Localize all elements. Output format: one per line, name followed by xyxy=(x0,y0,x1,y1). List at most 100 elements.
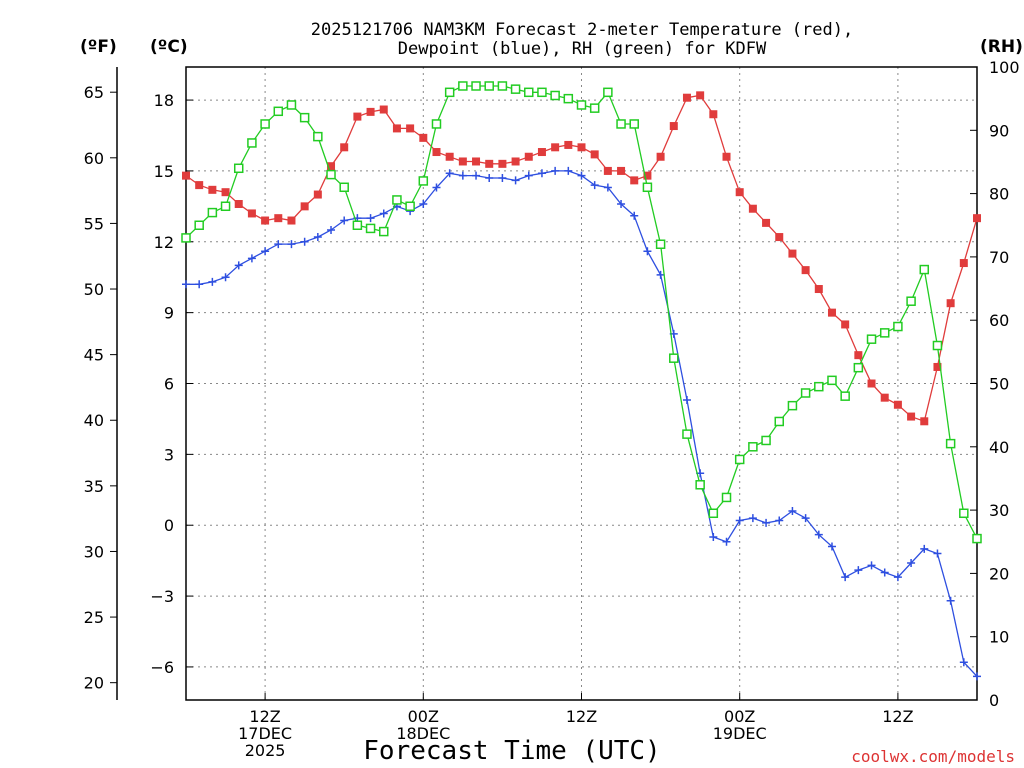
x-tick-label: 12Z xyxy=(882,707,913,726)
rh-point xyxy=(932,340,943,351)
rh-tick-label: 20 xyxy=(989,564,1009,583)
rh-tick-label: 30 xyxy=(989,501,1009,520)
dewpoint-point xyxy=(379,209,388,218)
rh-point xyxy=(220,201,231,212)
celsius-tick-label: 12 xyxy=(154,233,174,252)
rh-point xyxy=(642,182,653,193)
temperature-point xyxy=(643,171,652,180)
dewpoint-point xyxy=(327,225,336,234)
rh-point xyxy=(497,81,508,91)
dewpoint-point xyxy=(643,247,652,256)
rh-point xyxy=(906,296,916,306)
temperature-point xyxy=(880,393,889,402)
dewpoint-point xyxy=(445,169,454,178)
rh-tick-label: 40 xyxy=(989,438,1009,457)
chart-title-line1: 2025121706 NAM3KM Forecast 2-meter Tempe… xyxy=(311,20,853,40)
dewpoint-point xyxy=(841,573,850,582)
rh-tick-label: 60 xyxy=(989,311,1009,330)
x-tick-label: 00Z xyxy=(408,707,439,726)
temperature-point xyxy=(603,166,612,175)
dewpoint-point xyxy=(182,280,190,289)
rh-point xyxy=(233,163,244,174)
celsius-tick-label: 18 xyxy=(154,91,174,110)
rh-point xyxy=(418,176,429,186)
fahrenheit-tick-label: 65 xyxy=(84,83,104,102)
x-axis-label: Forecast Time (UTC) xyxy=(363,736,660,766)
dewpoint-line xyxy=(186,170,978,677)
rh-point xyxy=(853,362,864,373)
rh-point xyxy=(840,391,850,401)
fahrenheit-tick-label: 45 xyxy=(84,346,104,365)
temperature-point xyxy=(353,112,362,121)
temperature-point xyxy=(709,110,718,119)
rh-point xyxy=(181,233,191,243)
temperature-point xyxy=(524,152,533,161)
dewpoint-point xyxy=(524,171,533,180)
rh-tick-label: 100 xyxy=(989,58,1020,77)
fahrenheit-tick-label: 50 xyxy=(84,280,104,299)
temperature-point xyxy=(366,107,375,116)
rh-point xyxy=(405,201,415,212)
dewpoint-point xyxy=(195,280,204,289)
temperature-point xyxy=(893,400,902,409)
dewpoint-point xyxy=(801,514,810,523)
fahrenheit-tick-label: 25 xyxy=(84,608,104,627)
rh-tick-label: 80 xyxy=(989,185,1009,204)
temperature-point xyxy=(300,202,309,211)
dewpoint-point xyxy=(735,516,744,525)
rh-point xyxy=(484,81,494,91)
dewpoint-point xyxy=(762,518,771,527)
temperature-point xyxy=(234,199,243,208)
fahrenheit-tick-label: 35 xyxy=(84,477,104,496)
rh-point xyxy=(959,508,969,519)
rh-point xyxy=(708,508,719,519)
dewpoint-point xyxy=(854,566,863,575)
temperature-point xyxy=(959,259,968,268)
temperature-point xyxy=(907,412,916,421)
rh-point xyxy=(945,438,956,449)
celsius-tick-label: 3 xyxy=(164,445,174,464)
dewpoint-point xyxy=(590,181,599,190)
dewpoint-point xyxy=(722,537,731,546)
temperature-point xyxy=(327,162,336,171)
dewpoint-point xyxy=(234,261,243,270)
x-tick-label: 00Z xyxy=(724,707,755,726)
temperature-point xyxy=(340,143,349,152)
temperature-point xyxy=(735,188,744,197)
rh-point xyxy=(616,119,626,129)
rh-point xyxy=(814,381,824,392)
rh-tick-label: 10 xyxy=(989,628,1009,647)
dewpoint-point xyxy=(485,174,494,183)
rh-point xyxy=(576,100,587,110)
dewpoint-point xyxy=(564,166,573,175)
rh-point xyxy=(431,119,442,129)
celsius-unit-label: (ºC) xyxy=(150,37,188,57)
dewpoint-point xyxy=(656,270,665,279)
dewpoint-point xyxy=(419,199,428,208)
celsius-tick-label: 6 xyxy=(164,375,174,394)
rh-point xyxy=(392,195,402,205)
rh-point xyxy=(800,388,811,398)
rh-point xyxy=(695,480,705,490)
x-tick-label: 12Z xyxy=(249,707,280,726)
temperature-point xyxy=(788,249,797,258)
temperature-point xyxy=(313,190,322,199)
rh-point xyxy=(919,264,930,275)
rh-point xyxy=(866,334,877,344)
rh-unit-label: (RH) xyxy=(980,37,1023,57)
x-tick-label: 17DEC xyxy=(238,724,292,743)
dewpoint-point xyxy=(247,254,256,263)
temperature-point xyxy=(973,214,981,223)
dewpoint-point xyxy=(274,240,283,249)
rh-point xyxy=(893,321,903,332)
rh-point xyxy=(326,169,336,180)
temperature-point xyxy=(537,148,546,157)
rh-point xyxy=(352,220,363,230)
rh-point xyxy=(260,119,270,129)
temperature-point xyxy=(208,185,217,194)
dewpoint-point xyxy=(959,658,968,667)
temperature-point xyxy=(946,299,955,308)
temperature-point xyxy=(392,124,401,133)
dewpoint-point xyxy=(603,183,612,192)
dewpoint-point xyxy=(814,530,823,539)
